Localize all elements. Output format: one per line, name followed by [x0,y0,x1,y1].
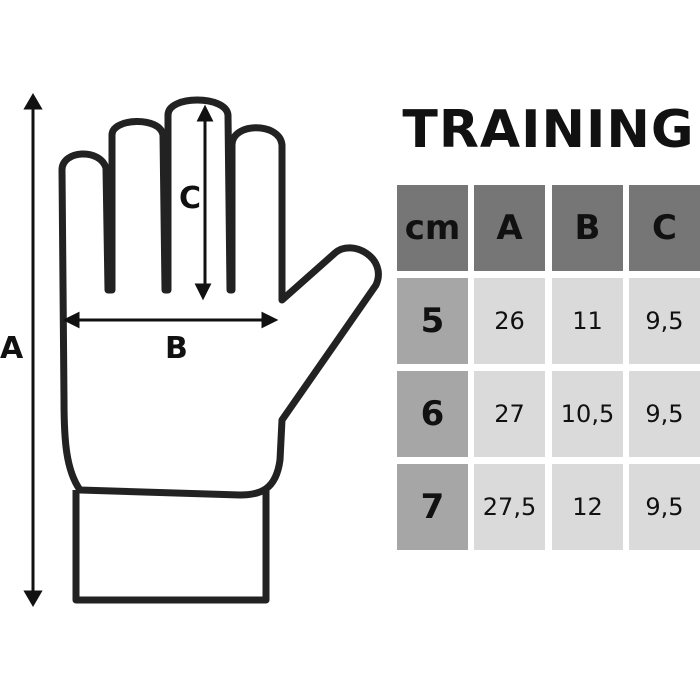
header-cell: A [474,185,545,271]
size-cell: 7 [397,464,468,550]
header-cell: C [629,185,700,271]
label-b: B [165,331,188,366]
value-cell: 9,5 [629,371,700,457]
header-cell: cm [397,185,468,271]
chart-title: TRAINING [402,100,695,160]
label-a: A [0,331,24,366]
value-cell: 26 [474,278,545,364]
arrowhead [23,590,43,607]
value-cell: 27,5 [474,464,545,550]
arrowhead [62,311,80,329]
value-cell: 9,5 [629,278,700,364]
size-cell: 6 [397,371,468,457]
header-cell: B [552,185,623,271]
size-cell: 5 [397,278,468,364]
value-cell: 10,5 [552,371,623,457]
arrowhead [261,311,279,329]
label-c: C [179,181,202,216]
glove-outline [58,96,382,499]
glove-cuff [72,490,270,604]
value-cell: 11 [552,278,623,364]
value-cell: 12 [552,464,623,550]
arrowhead [194,283,212,301]
arrowhead [23,93,43,110]
arrowhead [196,104,214,122]
value-cell: 9,5 [629,464,700,550]
value-cell: 27 [474,371,545,457]
